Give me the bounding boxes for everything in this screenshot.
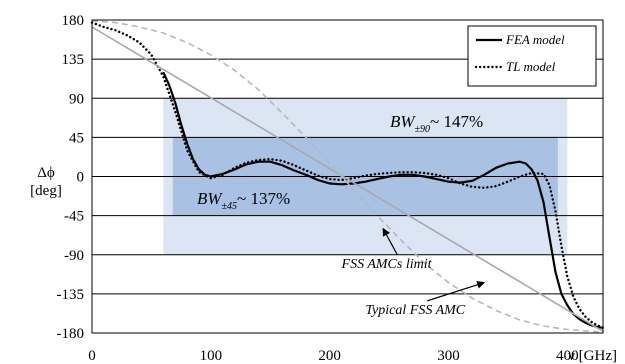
annotation-arrow-0 — [382, 227, 398, 256]
bandwidth-label-1: BW±45~ 137% — [197, 189, 290, 212]
x-axis-label: ν [GHz] — [568, 348, 617, 364]
annotation-arrow-1 — [427, 280, 486, 302]
x-tick-label-1: 100 — [200, 348, 223, 364]
y-tick-label-2: 90 — [69, 91, 84, 107]
y-tick-label-3: 45 — [69, 130, 84, 146]
x-tick-label-0: 0 — [88, 348, 96, 364]
annotations: BW±90~ 147% BW±45~ 137% FSS AMCs limit Typi… — [197, 112, 486, 318]
y-tick-label-6: -90 — [64, 248, 84, 264]
annotation-label-0: FSS AMCs limit — [341, 257, 433, 272]
annotation-label-1: Typical FSS AMC — [365, 303, 465, 318]
legend-label-1: TL model — [506, 59, 556, 74]
y-tick-label-8: -180 — [57, 326, 85, 342]
y-tick-label-7: -135 — [57, 287, 85, 303]
y-tick-label-5: -45 — [64, 209, 84, 225]
x-tick-label-3: 300 — [437, 348, 460, 364]
x-tick-label-2: 200 — [318, 348, 341, 364]
y-axis-label: Δϕ — [37, 165, 55, 181]
plot-frame — [91, 19, 604, 334]
y-tick-label-4: 0 — [77, 170, 85, 186]
y-tick-label-1: 135 — [62, 52, 85, 68]
x-tick-label-4: 400 — [556, 348, 579, 364]
series-2 — [91, 26, 604, 332]
axis-labels: Δϕ [deg] ν [GHz] — [30, 165, 617, 364]
legend-box — [467, 25, 597, 87]
bandwidth-label-0: BW±90~ 147% — [390, 112, 483, 135]
series-curves — [90, 20, 605, 333]
series-0 — [162, 71, 604, 329]
legend: FEA model TL model — [467, 25, 597, 87]
legend-label-0: FEA model — [505, 32, 565, 47]
y-tick-label-0: 180 — [62, 13, 85, 29]
axes — [91, 19, 604, 334]
series-3 — [91, 20, 604, 333]
y-axis-unit: [deg] — [30, 183, 62, 199]
series-1 — [90, 21, 605, 329]
